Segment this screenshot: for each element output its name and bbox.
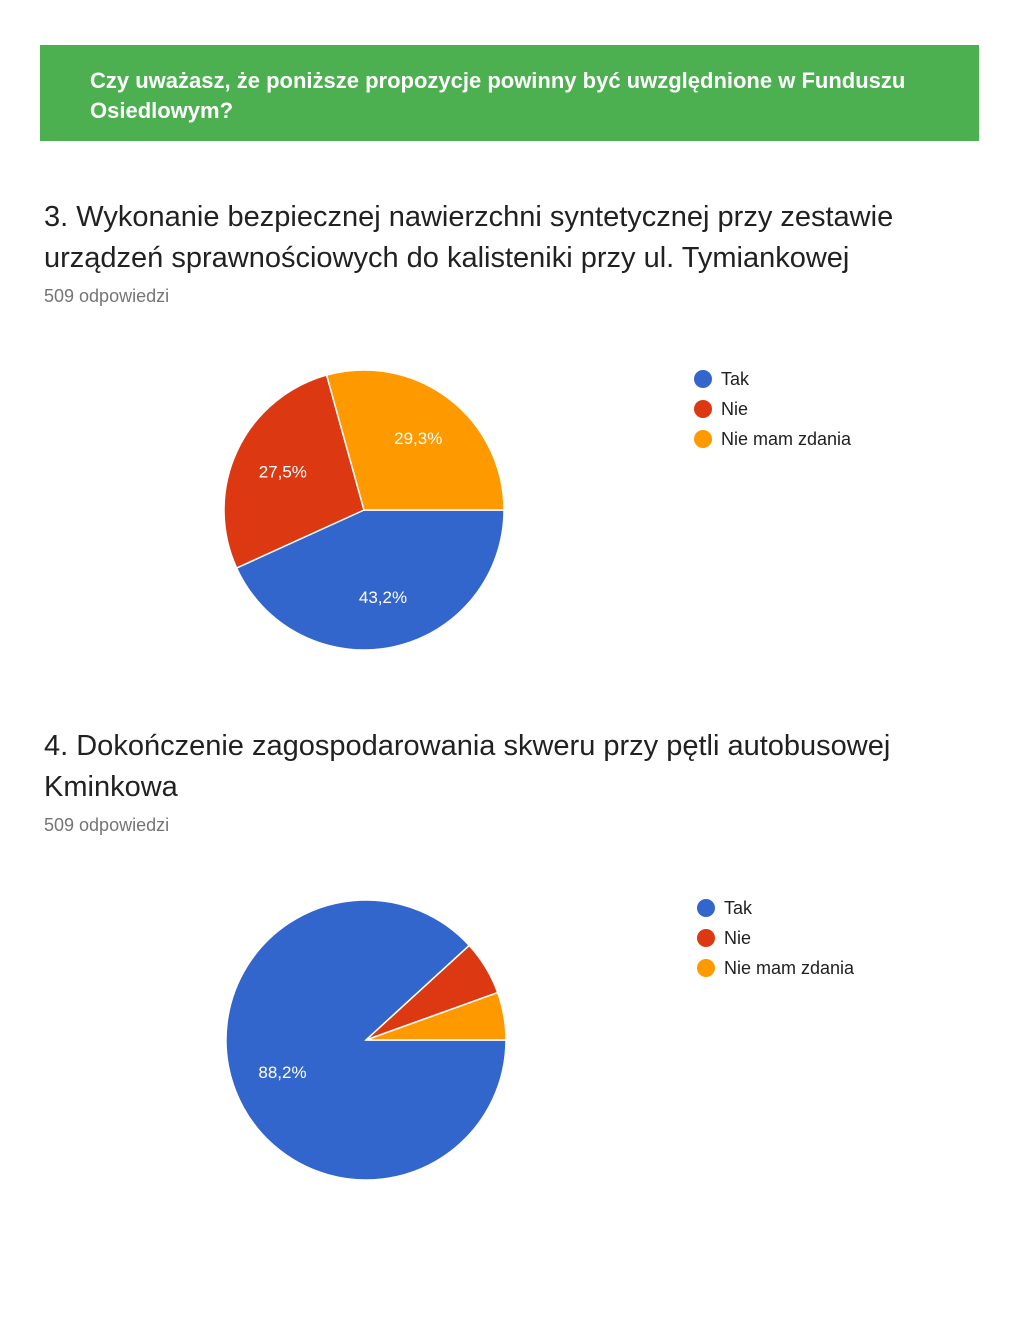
pie-slice-nie[interactable] — [223, 374, 365, 570]
legend-item-tak[interactable]: Tak — [694, 364, 851, 394]
legend-dot-icon — [697, 959, 715, 977]
pie-slice-tak[interactable] — [235, 509, 505, 651]
legend-label: Tak — [721, 368, 750, 389]
legend-dot-icon — [694, 400, 712, 418]
slice-label-nie: 27,5% — [259, 463, 307, 482]
legend-label: Nie mam zdania — [721, 428, 852, 449]
chart-1-title: 3. Wykonanie bezpiecznej nawierzchni syn… — [44, 201, 894, 274]
chart-2-response-count: 509 odpowiedzi — [44, 815, 170, 835]
legend-dot-icon — [694, 430, 712, 448]
slice-label-nie-mam-zdania: 29,3% — [394, 429, 442, 448]
chart-1-pie: 43,2% 27,5% 29,3% — [223, 369, 505, 651]
legend-label: Nie — [724, 927, 752, 948]
legend-item-nie[interactable]: Nie — [694, 394, 851, 424]
chart-2-legend: Tak Nie Nie mam zdania — [697, 893, 854, 983]
legend-label: Nie mam zdania — [724, 957, 855, 978]
legend-label: Tak — [724, 897, 753, 918]
legend-item-nie-mam-zdania[interactable]: Nie mam zdania — [697, 953, 854, 983]
slice-label-tak: 88,2% — [258, 1063, 306, 1082]
legend-dot-icon — [694, 370, 712, 388]
legend-dot-icon — [697, 929, 715, 947]
chart-2-pie: 88,2% — [225, 899, 507, 1181]
slice-label-tak: 43,2% — [359, 588, 407, 607]
section-header: Czy uważasz, że poniższe propozycje powi… — [40, 45, 979, 141]
chart-2-title: 4. Dokończenie zagospodarowania skweru p… — [44, 730, 891, 803]
legend-item-tak[interactable]: Tak — [697, 893, 854, 923]
legend-item-nie-mam-zdania[interactable]: Nie mam zdania — [694, 424, 851, 454]
chart-1-response-count: 509 odpowiedzi — [44, 286, 170, 306]
chart-1-legend: Tak Nie Nie mam zdania — [694, 364, 851, 454]
pie-slice-nie-mam-zdania[interactable] — [325, 369, 505, 511]
legend-dot-icon — [697, 899, 715, 917]
pie-slice-nie-mam-zdania[interactable] — [365, 991, 507, 1041]
legend-item-nie[interactable]: Nie — [697, 923, 854, 953]
legend-label: Nie — [721, 398, 749, 419]
